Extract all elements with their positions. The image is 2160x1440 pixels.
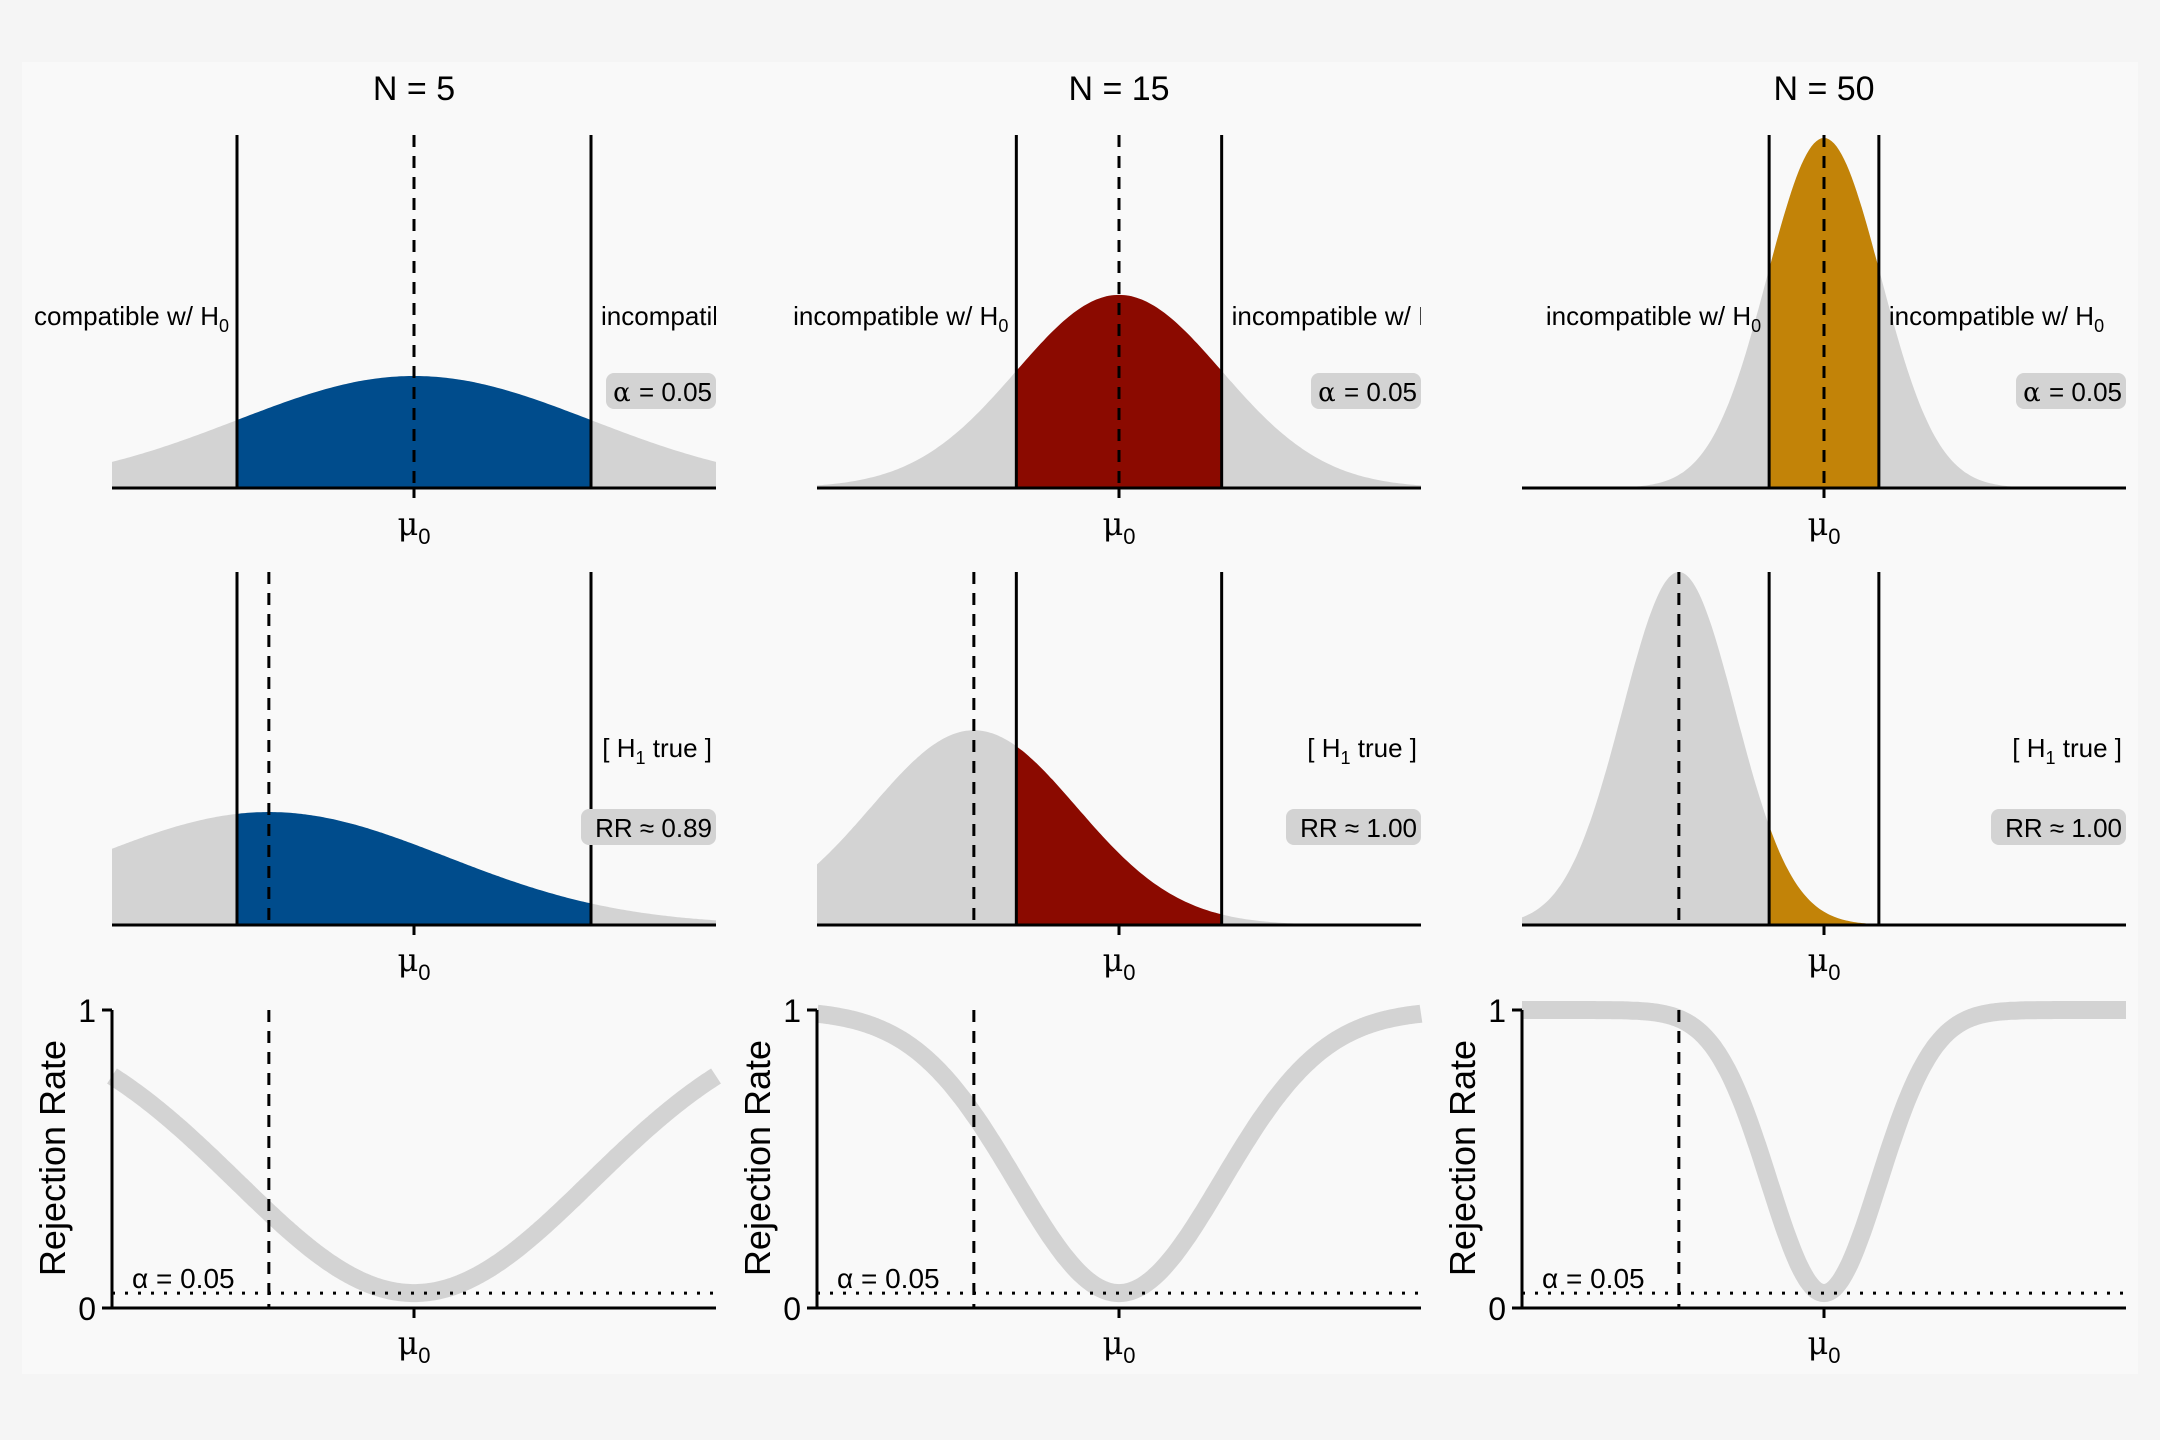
right-region-label-group: incompatible w/ H0 xyxy=(601,301,816,336)
rejection-rate-badge-box xyxy=(1286,809,1421,845)
x-tick-label-mu0: μ0 xyxy=(1807,941,1840,985)
y-tick-label-1: 1 xyxy=(783,993,801,1029)
x-tick-label-mu0: μ0 xyxy=(1807,505,1840,549)
alpha-badge-label: α = 0.05 xyxy=(613,377,712,408)
alt-distribution-accepted xyxy=(1016,746,1222,925)
rejection-rate-badge: RR ≈ 0.89 xyxy=(581,809,716,845)
rr-panel-3: α = 0.05 1 0 μ0 Rejection Rate xyxy=(1442,993,2133,1368)
panel-title: N = 15 xyxy=(1068,70,1169,108)
h1-true-annotation: [ H1 true ] xyxy=(602,733,712,768)
left-region-label: compatible w/ H0 xyxy=(34,301,229,336)
right-region-label: incompatible w/ H0 xyxy=(601,301,816,336)
x-tick-label-mu0: μ0 xyxy=(1102,505,1135,549)
alpha-badge: α = 0.05 xyxy=(606,373,716,409)
alpha-reference-label: α = 0.05 xyxy=(1542,1263,1645,1294)
null-panel-2: N = 15 μ0 incompatible w/ H0 incompatible w… xyxy=(793,70,1447,549)
alpha-reference-label: α = 0.05 xyxy=(837,1263,940,1294)
x-tick-label-mu0: μ0 xyxy=(1807,1324,1840,1368)
rejection-rate-badge-label: RR ≈ 1.00 xyxy=(2005,813,2122,843)
alt-panel-3: μ0 [ H1 true ] RR ≈ 1.00 xyxy=(1522,572,2126,985)
alt-distribution-accepted xyxy=(237,812,591,925)
y-tick-label-0: 0 xyxy=(783,1291,801,1327)
y-tick-label-0: 0 xyxy=(1488,1291,1506,1327)
x-tick-label-mu0: μ0 xyxy=(1102,1324,1135,1368)
panel-title: N = 5 xyxy=(373,70,455,108)
right-region-label-group: incompatible w/ H0 xyxy=(1889,301,2104,336)
left-region-label: incompatible w/ H0 xyxy=(1546,301,1761,336)
y-tick-label-1: 1 xyxy=(1488,993,1506,1029)
x-tick-label-mu0: μ0 xyxy=(397,941,430,985)
rejection-rate-badge-box xyxy=(1991,809,2126,845)
alt-distribution-accepted xyxy=(1769,825,1879,925)
alpha-reference-label: α = 0.05 xyxy=(132,1263,235,1294)
rejection-rate-badge-label: RR ≈ 1.00 xyxy=(1300,813,1417,843)
alt-panel-2: μ0 [ H1 true ] RR ≈ 1.00 xyxy=(817,572,1421,985)
h1-true-annotation: [ H1 true ] xyxy=(1307,733,1417,768)
alpha-badge: α = 0.05 xyxy=(2016,373,2126,409)
right-region-label-group: incompatible w/ H0 xyxy=(1232,301,1447,336)
alpha-badge-box xyxy=(2016,373,2126,409)
x-tick-label-mu0: μ0 xyxy=(397,1324,430,1368)
rr-panel-1: α = 0.05 1 0 μ0 Rejection Rate xyxy=(32,993,723,1368)
y-tick-label-1: 1 xyxy=(78,993,96,1029)
y-axis-label: Rejection Rate xyxy=(32,1040,73,1276)
null-panel-3: N = 50 μ0 incompatible w/ H0 incompatible w… xyxy=(1522,70,2126,549)
right-region-label: incompatible w/ H0 xyxy=(1889,301,2104,336)
h1-true-annotation: [ H1 true ] xyxy=(2012,733,2122,768)
alt-distribution-rejected xyxy=(817,730,1421,925)
y-axis-label: Rejection Rate xyxy=(1442,1040,1483,1276)
right-region-label: incompatible w/ H0 xyxy=(1232,301,1447,336)
rejection-rate-badge-label: RR ≈ 0.89 xyxy=(595,813,712,843)
y-axis-label: Rejection Rate xyxy=(737,1040,778,1276)
x-tick-label-mu0: μ0 xyxy=(397,505,430,549)
plot-root: N = 5 μ0 compatible w/ H0 incompatible w/ H… xyxy=(32,70,2133,1368)
alt-distribution-rejected xyxy=(1522,572,2126,925)
x-tick-label-mu0: μ0 xyxy=(1102,941,1135,985)
panel-title: N = 50 xyxy=(1773,70,1874,108)
y-tick-label-0: 0 xyxy=(78,1291,96,1327)
rr-panel-2: α = 0.05 1 0 μ0 Rejection Rate xyxy=(737,993,1428,1368)
alpha-badge-label: α = 0.05 xyxy=(2023,377,2122,408)
alpha-badge-box xyxy=(606,373,716,409)
rejection-rate-badge-box xyxy=(581,809,716,845)
alpha-badge-label: α = 0.05 xyxy=(1318,377,1417,408)
rejection-rate-badge: RR ≈ 1.00 xyxy=(1286,809,1421,845)
null-panel-1: N = 5 μ0 compatible w/ H0 incompatible w/ H… xyxy=(34,70,816,549)
left-region-label: incompatible w/ H0 xyxy=(793,301,1008,336)
alt-panel-1: μ0 [ H1 true ] RR ≈ 0.89 xyxy=(112,572,716,985)
alpha-badge-box xyxy=(1311,373,1421,409)
rejection-rate-badge: RR ≈ 1.00 xyxy=(1991,809,2126,845)
alpha-badge: α = 0.05 xyxy=(1311,373,1421,409)
